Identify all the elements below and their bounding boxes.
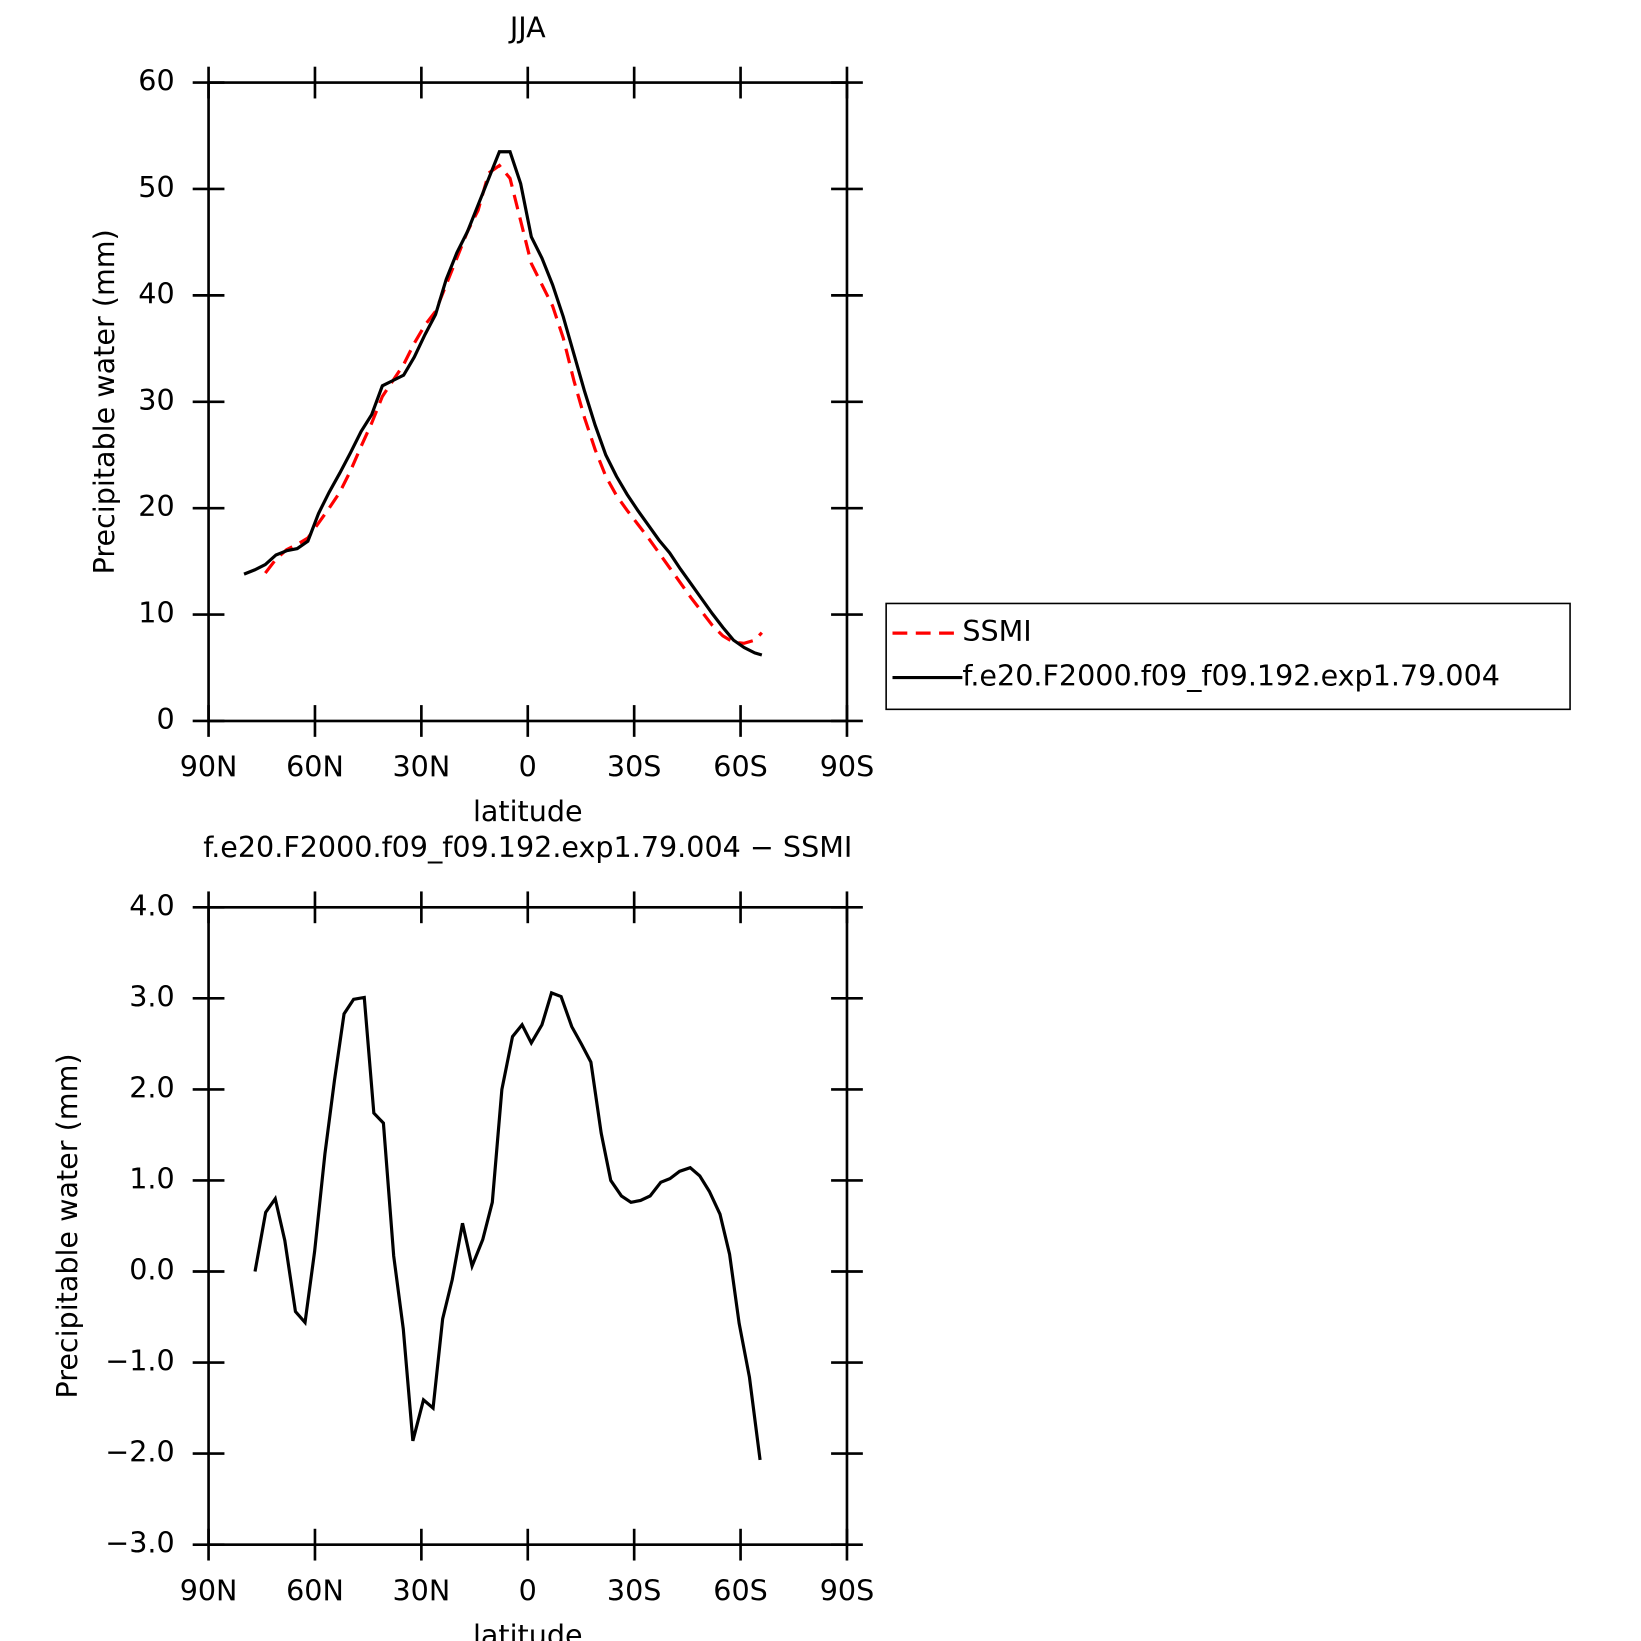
y-tick-label: 40	[138, 276, 174, 310]
y-tick-label: −1.0	[105, 1344, 174, 1378]
x-tick-label: 60S	[713, 1573, 768, 1607]
x-tick-label: 0	[519, 750, 537, 784]
chart-title: f.e20.F2000.f09_f09.192.exp1.79.004 − SS…	[203, 830, 852, 864]
y-tick-label: 30	[138, 383, 174, 417]
y-tick-label: 0.0	[129, 1253, 174, 1287]
data-line	[253, 990, 762, 1461]
y-tick-label: 20	[138, 489, 174, 523]
y-tick-label: 10	[138, 596, 174, 630]
data-line	[264, 163, 763, 645]
chart-title: JJA	[508, 11, 546, 45]
y-tick-label: 50	[138, 170, 174, 204]
x-tick-label: 90N	[180, 1573, 238, 1607]
y-tick-label: 0	[156, 702, 174, 736]
data-line	[243, 150, 763, 657]
x-axis-label: latitude	[473, 1618, 583, 1641]
y-tick-label: −2.0	[105, 1435, 174, 1469]
y-tick-label: 4.0	[129, 888, 174, 922]
x-axis-label: latitude	[473, 794, 583, 828]
plot-frame	[207, 905, 849, 1546]
y-tick-label: −3.0	[105, 1526, 174, 1560]
x-tick-label: 90N	[180, 750, 238, 784]
x-tick-label: 30S	[607, 750, 662, 784]
x-tick-label: 0	[519, 1573, 537, 1607]
y-axis-label: Precipitable water (mm)	[87, 229, 121, 574]
y-axis-label: Precipitable water (mm)	[50, 1053, 84, 1398]
plot-frame	[207, 81, 849, 723]
x-tick-label: 90S	[820, 750, 875, 784]
x-tick-label: 30N	[392, 750, 450, 784]
legend-box	[885, 602, 1571, 711]
x-tick-label: 90S	[820, 1573, 875, 1607]
x-tick-label: 30N	[392, 1573, 450, 1607]
legend-label: f.e20.F2000.f09_f09.192.exp1.79.004	[962, 659, 1500, 693]
y-tick-label: 3.0	[129, 979, 174, 1013]
x-tick-label: 60N	[286, 750, 344, 784]
x-tick-label: 60S	[713, 750, 768, 784]
y-tick-label: 2.0	[129, 1070, 174, 1104]
y-tick-label: 60	[138, 64, 174, 98]
x-tick-label: 30S	[607, 1573, 662, 1607]
x-tick-label: 60N	[286, 1573, 344, 1607]
legend-label: SSMI	[962, 614, 1031, 648]
y-tick-label: 1.0	[129, 1161, 174, 1195]
